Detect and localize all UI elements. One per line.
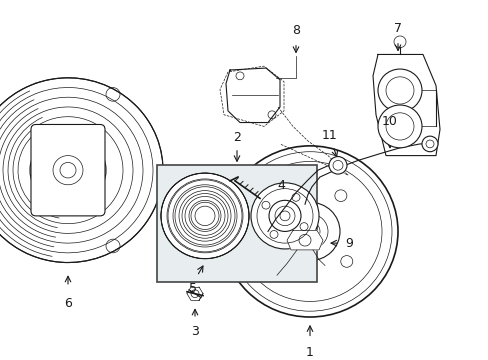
- Polygon shape: [372, 54, 439, 156]
- Circle shape: [328, 157, 346, 174]
- Circle shape: [377, 105, 421, 148]
- Circle shape: [250, 183, 318, 249]
- Text: 4: 4: [276, 179, 285, 192]
- Text: 1: 1: [305, 346, 313, 359]
- Text: 7: 7: [393, 22, 401, 35]
- Polygon shape: [286, 230, 323, 250]
- Text: 3: 3: [191, 325, 199, 338]
- Circle shape: [30, 133, 106, 207]
- Circle shape: [222, 146, 397, 317]
- Circle shape: [377, 69, 421, 112]
- Bar: [157, 165, 316, 282]
- Circle shape: [161, 173, 248, 259]
- Text: 8: 8: [291, 24, 299, 37]
- Text: 5: 5: [189, 282, 197, 295]
- Text: 9: 9: [345, 237, 352, 249]
- Polygon shape: [225, 68, 280, 122]
- Circle shape: [421, 136, 437, 152]
- FancyBboxPatch shape: [31, 125, 105, 216]
- Text: 6: 6: [64, 297, 72, 310]
- Text: 11: 11: [322, 129, 337, 142]
- Text: 2: 2: [233, 131, 241, 144]
- Text: 10: 10: [381, 115, 397, 129]
